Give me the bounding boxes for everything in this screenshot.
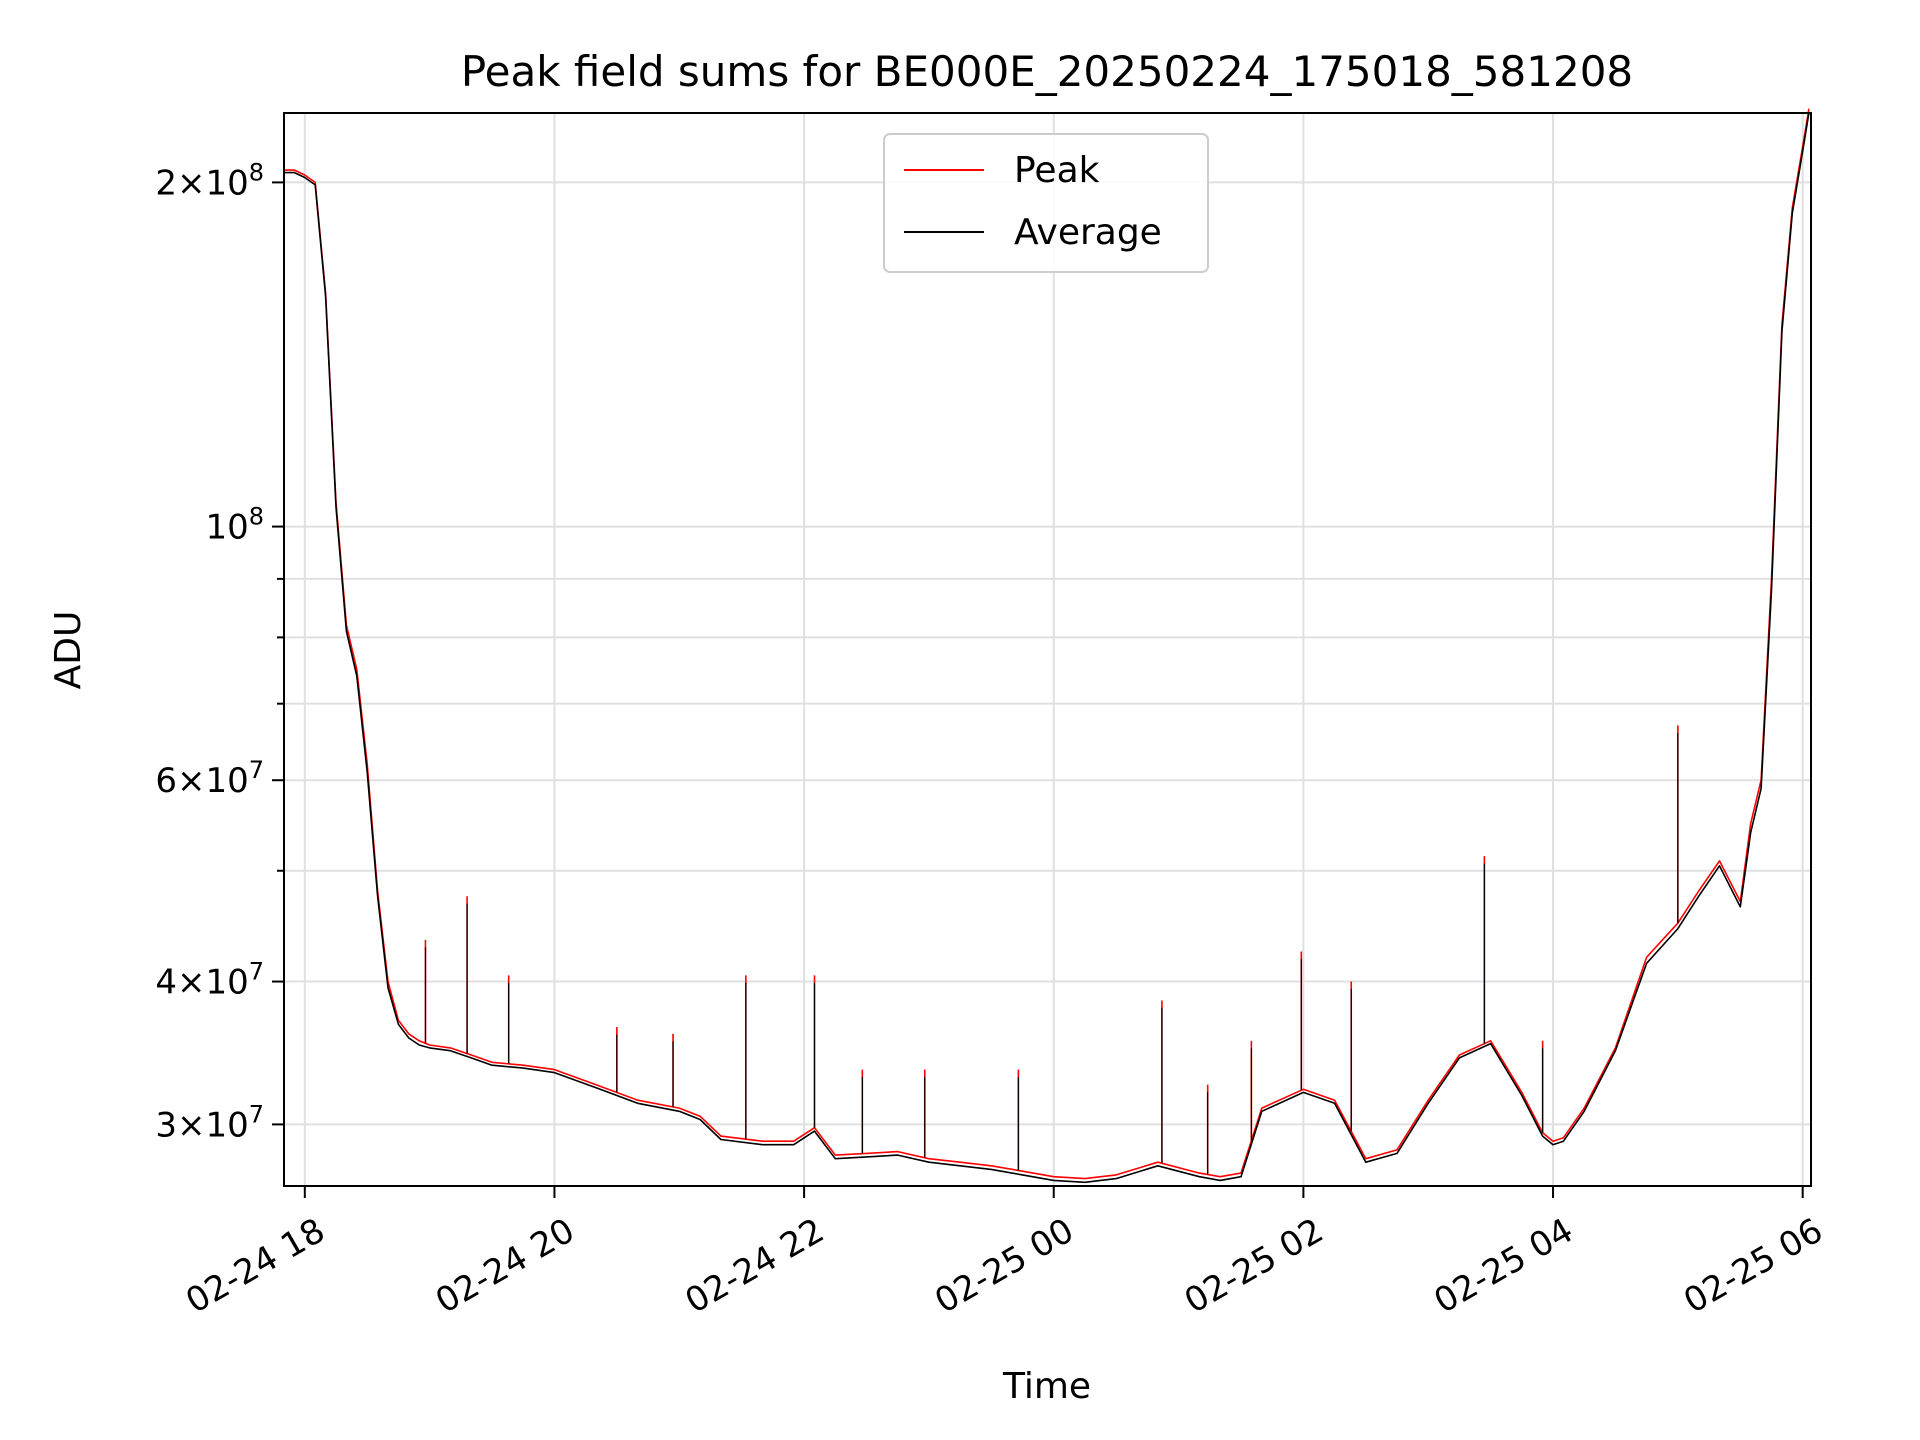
chart-title: Peak field sums for BE000E_20250224_1750… (461, 47, 1633, 96)
y-tick-label: 108 (205, 503, 264, 548)
y-tick-label: 2×108 (155, 158, 264, 203)
y-tick-label: 4×107 (155, 958, 264, 1003)
plot-frame (283, 112, 1812, 1187)
legend-label-peak: Peak (1014, 150, 1100, 191)
y-tick-label: 6×107 (155, 756, 264, 801)
legend-box (883, 133, 1209, 273)
legend-label-average: Average (1014, 212, 1162, 253)
series-line-peak (284, 108, 1810, 1180)
legend: Peak Average (883, 133, 1209, 273)
x-axis-title: Time (1002, 1366, 1091, 1407)
grid-layer (284, 113, 1811, 1186)
y-axis-title: ADU (48, 611, 89, 690)
y-tick-label: 3×107 (155, 1100, 264, 1145)
series-layer (284, 108, 1810, 1184)
series-line-average (284, 112, 1810, 1184)
